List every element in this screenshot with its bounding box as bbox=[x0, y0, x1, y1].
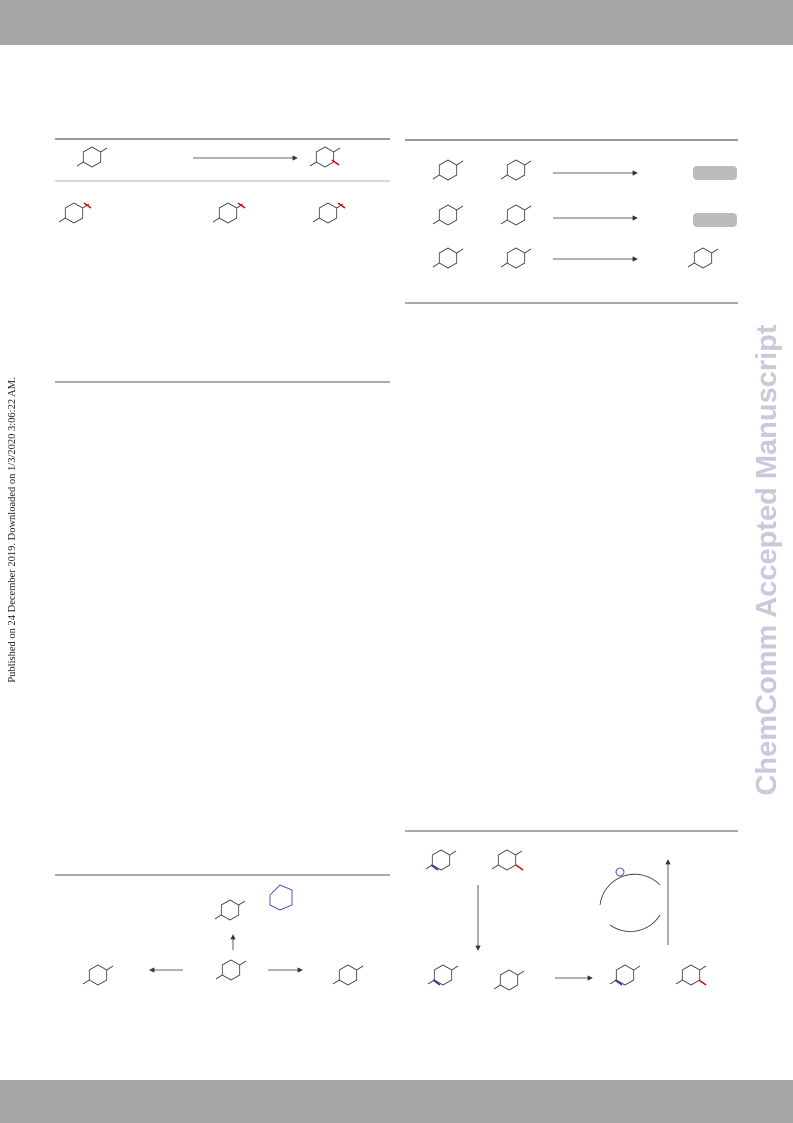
arrow-head bbox=[632, 215, 638, 221]
bond-highlight bbox=[337, 202, 346, 209]
ring bbox=[82, 146, 102, 168]
bond bbox=[236, 203, 244, 209]
photocatalyst bbox=[615, 867, 625, 877]
arrow-head bbox=[292, 155, 298, 161]
ring bbox=[438, 159, 458, 181]
ring bbox=[220, 899, 240, 921]
bond bbox=[432, 262, 440, 268]
ring bbox=[338, 964, 358, 986]
ring bbox=[693, 247, 713, 269]
cycle-arc bbox=[609, 914, 661, 932]
bond bbox=[491, 864, 499, 870]
scheme-graphics bbox=[58, 146, 719, 991]
bond bbox=[456, 248, 464, 254]
arrow-head bbox=[665, 859, 671, 865]
arrow-head bbox=[475, 945, 481, 951]
bond bbox=[336, 203, 344, 209]
bond bbox=[517, 970, 525, 976]
bond bbox=[356, 965, 364, 971]
bond bbox=[633, 965, 641, 971]
bond-highlight bbox=[237, 202, 246, 209]
badge bbox=[693, 166, 737, 180]
bond bbox=[238, 900, 246, 906]
ring bbox=[438, 204, 458, 226]
bond bbox=[333, 147, 341, 153]
ring bbox=[506, 204, 526, 226]
bond bbox=[675, 979, 683, 985]
bond bbox=[524, 248, 532, 254]
ring bbox=[438, 247, 458, 269]
bond-highlight bbox=[432, 979, 441, 986]
bond bbox=[456, 205, 464, 211]
ring bbox=[221, 959, 241, 981]
bond bbox=[500, 262, 508, 268]
bond bbox=[451, 965, 459, 971]
bond-highlight bbox=[430, 864, 439, 871]
ring bbox=[64, 202, 84, 224]
bond bbox=[687, 262, 695, 268]
bond-highlight bbox=[515, 864, 524, 871]
cycle-arc bbox=[599, 873, 661, 906]
arrow-head bbox=[632, 256, 638, 262]
arrow-head bbox=[230, 934, 236, 940]
arrow-head bbox=[149, 967, 155, 973]
bond bbox=[524, 205, 532, 211]
bond bbox=[212, 217, 220, 223]
bond bbox=[449, 850, 457, 856]
bond bbox=[500, 174, 508, 180]
bond bbox=[215, 974, 223, 980]
ring bbox=[499, 969, 519, 991]
bond bbox=[332, 979, 340, 985]
bond bbox=[456, 160, 464, 166]
arrow-head bbox=[297, 967, 303, 973]
bond bbox=[493, 984, 501, 990]
bond bbox=[432, 219, 440, 225]
bond bbox=[100, 147, 108, 153]
ring bbox=[681, 964, 701, 986]
bond bbox=[432, 174, 440, 180]
arrow-head bbox=[587, 975, 593, 981]
bond bbox=[309, 161, 317, 167]
watermark: ChemComm Accepted Manuscript bbox=[751, 324, 783, 795]
header-bar bbox=[0, 0, 793, 45]
bond bbox=[106, 965, 114, 971]
arrow-head bbox=[632, 170, 638, 176]
bond bbox=[312, 217, 320, 223]
bond bbox=[58, 217, 66, 223]
footer-bar bbox=[0, 1080, 793, 1123]
ring bbox=[318, 202, 338, 224]
bond bbox=[500, 219, 508, 225]
bond-highlight bbox=[331, 159, 340, 166]
bond bbox=[524, 160, 532, 166]
bond-highlight bbox=[83, 202, 92, 209]
ring bbox=[218, 202, 238, 224]
bond bbox=[711, 248, 719, 254]
bond bbox=[214, 914, 222, 920]
bond bbox=[239, 960, 247, 966]
bond bbox=[82, 203, 90, 209]
ring bbox=[506, 159, 526, 181]
ring bbox=[497, 849, 517, 871]
bond bbox=[76, 161, 84, 167]
bond-highlight bbox=[698, 979, 707, 986]
piperidine bbox=[269, 884, 293, 911]
badge bbox=[693, 213, 737, 227]
bond bbox=[515, 850, 523, 856]
bond bbox=[699, 965, 707, 971]
ring bbox=[88, 964, 108, 986]
ring bbox=[315, 146, 335, 168]
published-note: Published on 24 December 2019. Downloade… bbox=[7, 377, 18, 682]
ring bbox=[506, 247, 526, 269]
bond bbox=[82, 979, 90, 985]
bond-highlight bbox=[614, 979, 623, 986]
